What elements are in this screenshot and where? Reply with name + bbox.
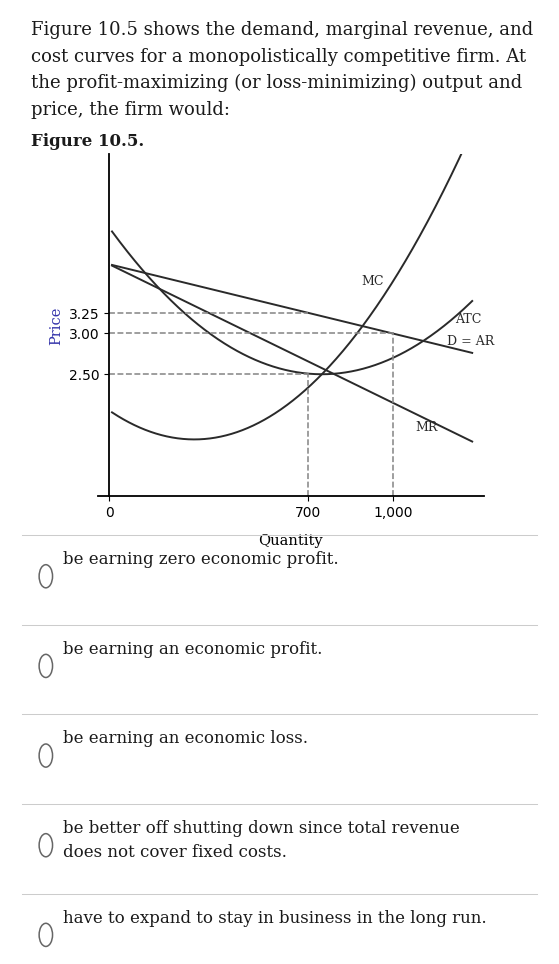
Text: D = AR: D = AR bbox=[447, 335, 494, 348]
X-axis label: Quantity: Quantity bbox=[258, 534, 323, 549]
Text: Figure 10.5 shows the demand, marginal revenue, and
cost curves for a monopolist: Figure 10.5 shows the demand, marginal r… bbox=[31, 21, 533, 119]
Text: MR: MR bbox=[415, 421, 438, 434]
Text: be earning an economic loss.: be earning an economic loss. bbox=[63, 731, 307, 747]
Text: be better off shutting down since total revenue
does not cover fixed costs.: be better off shutting down since total … bbox=[63, 820, 459, 861]
Text: have to expand to stay in business in the long run.: have to expand to stay in business in th… bbox=[63, 910, 486, 926]
Y-axis label: Price: Price bbox=[49, 307, 63, 344]
Text: ATC: ATC bbox=[455, 313, 481, 326]
Text: Figure 10.5.: Figure 10.5. bbox=[31, 133, 144, 150]
Text: be earning an economic profit.: be earning an economic profit. bbox=[63, 641, 322, 657]
Text: be earning zero economic profit.: be earning zero economic profit. bbox=[63, 551, 338, 568]
Text: MC: MC bbox=[362, 275, 384, 288]
